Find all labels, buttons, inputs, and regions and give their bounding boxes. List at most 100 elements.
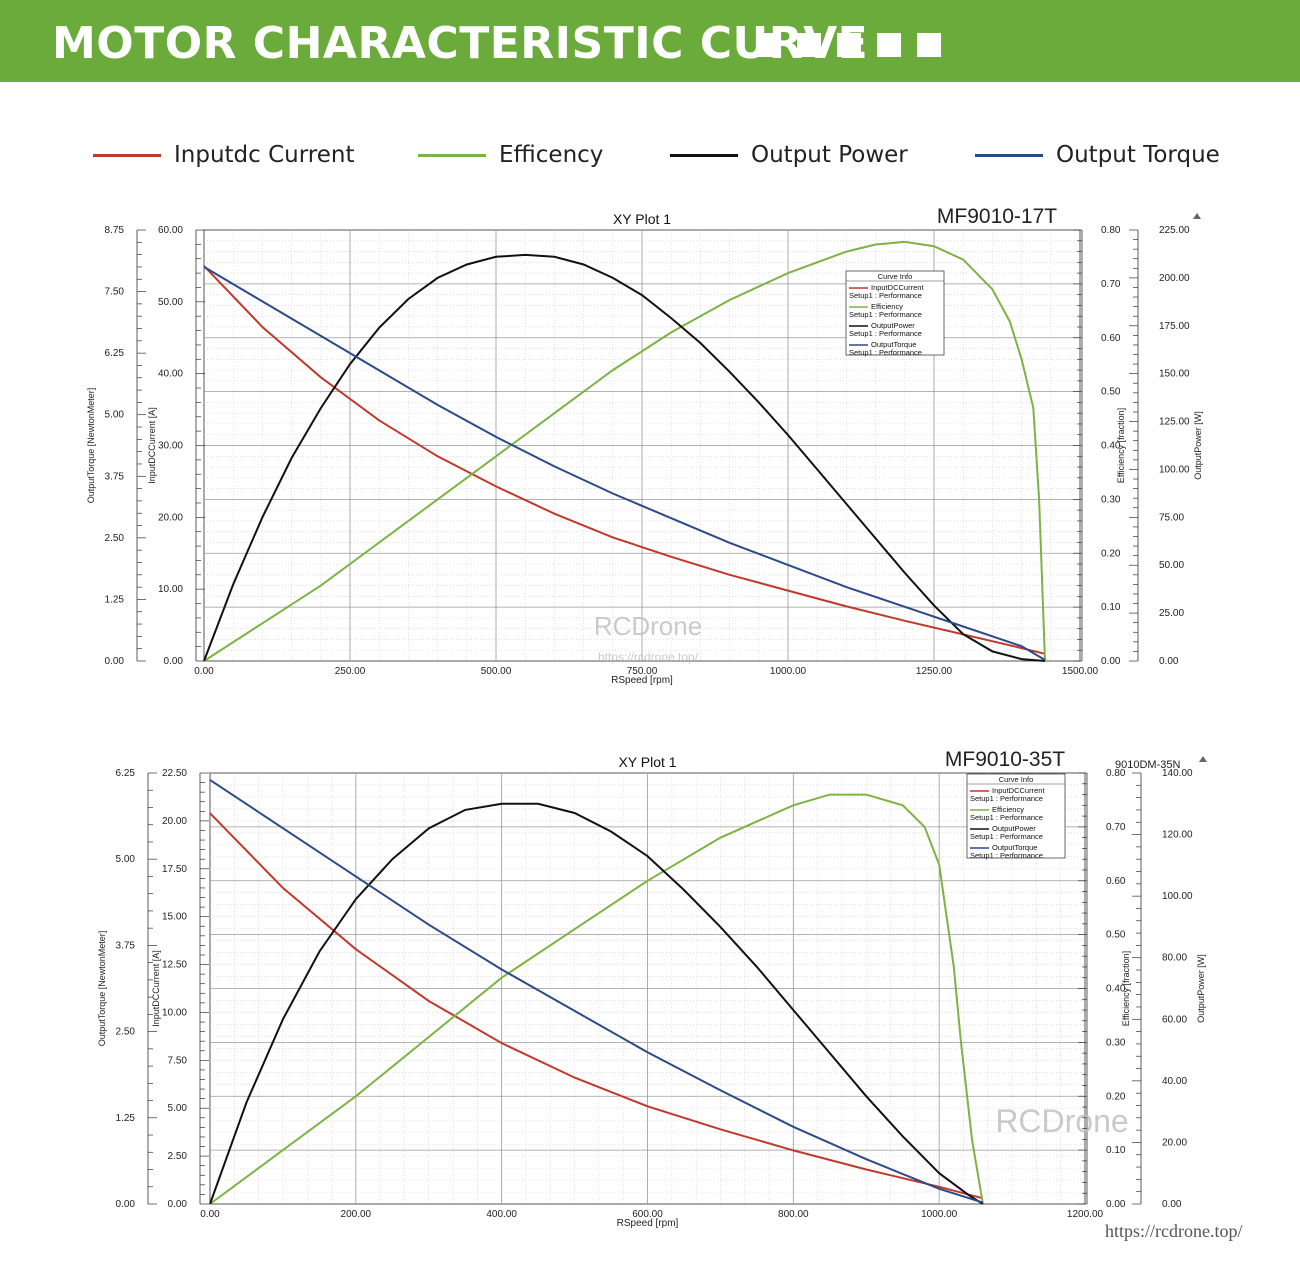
power-axis-label: OutputPower [W] (1193, 411, 1203, 480)
torque-tick-label: 0.00 (116, 1199, 136, 1210)
curve-info-box (966, 773, 1066, 859)
curve-info-sub: Setup1 : Performance (849, 291, 922, 300)
efficiency-tick-label: 0.00 (1101, 656, 1121, 667)
x-tick-label: 0.00 (194, 666, 214, 677)
efficiency-tick-label: 0.60 (1101, 333, 1121, 344)
torque-tick-label: 8.75 (105, 225, 125, 236)
series-line-outputtorque (209, 779, 984, 1204)
model-label: MF9010-17T (937, 205, 1057, 228)
current-tick-label: 2.50 (168, 1151, 188, 1162)
power-tick-label: 20.00 (1162, 1137, 1187, 1148)
x-tick-label: 750.00 (627, 666, 658, 677)
current-tick-label: 20.00 (158, 512, 183, 523)
curve-info-sub: Setup1 : Performance (970, 832, 1043, 841)
square-icon (837, 33, 861, 57)
current-tick-label: 0.00 (168, 1199, 188, 1210)
current-tick-label: 15.00 (162, 912, 187, 923)
legend-label: Output Torque (1056, 142, 1220, 168)
series-line-outputpower (203, 253, 1046, 662)
power-tick-label: 40.00 (1162, 1076, 1187, 1087)
power-tick-label: 100.00 (1159, 464, 1190, 475)
current-tick-label: 30.00 (158, 441, 183, 452)
efficiency-tick-label: 0.60 (1106, 876, 1126, 887)
current-axis-label: InputDCCurrent [A] (147, 407, 157, 484)
power-tick-label: 25.00 (1159, 608, 1184, 619)
curve-info-name: InputDCCurrent (992, 786, 1045, 795)
current-tick-label: 0.00 (164, 656, 184, 667)
chart-mf9010-35t: 0.00 200.00 400.00 600.00 800.00 1000.00 1200.… (97, 748, 1207, 1229)
page-title: MOTOR CHARACTERISTIC CURVE (52, 18, 869, 69)
power-tick-label: 150.00 (1159, 369, 1190, 380)
efficiency-tick-label: 0.50 (1101, 387, 1121, 398)
curve-info-name: OutputPower (992, 824, 1036, 833)
curve-info-sub: Setup1 : Performance (849, 348, 922, 357)
x-tick-label: 1000.00 (770, 666, 807, 677)
torque-tick-label: 5.00 (105, 410, 125, 421)
legend-item-power: Output Power (670, 140, 908, 170)
power-tick-label: 200.00 (1159, 273, 1190, 284)
chart-mf9010-17t: 0.00 250.00 500.00 750.00 1000.00 1250.00 1500… (86, 205, 1203, 686)
current-tick-label: 17.50 (162, 864, 187, 875)
series-line-inputdccurrent (203, 265, 1046, 655)
curve-info-sub: Setup1 : Performance (970, 851, 1043, 860)
efficiency-tick-label: 0.50 (1106, 930, 1126, 941)
x-tick-label: 400.00 (486, 1209, 517, 1220)
x-tick-label: 250.00 (335, 666, 366, 677)
legend-swatch (93, 153, 161, 157)
efficiency-tick-label: 0.10 (1101, 602, 1121, 613)
power-tick-label: 50.00 (1159, 560, 1184, 571)
curve-info-name: Efficiency (871, 302, 903, 311)
x-tick-label: 1200.00 (1067, 1209, 1104, 1220)
plot-title: XY Plot 1 (618, 754, 676, 770)
legend-label: Output Power (751, 142, 908, 168)
power-tick-label: 0.00 (1162, 1199, 1182, 1210)
series-line-outputtorque (203, 266, 1046, 661)
torque-axis-label: OutputTorque [NewtonMeter] (97, 931, 107, 1047)
footer-url: https://rcdrone.top/ (1105, 1221, 1243, 1241)
torque-axis-label: OutputTorque [NewtonMeter] (86, 388, 96, 504)
current-tick-label: 12.50 (162, 960, 187, 971)
series-line-efficiency (209, 793, 984, 1205)
efficiency-tick-label: 0.80 (1101, 225, 1121, 236)
curve-info-box (845, 270, 945, 356)
curve-info-sub: Setup1 : Performance (849, 329, 922, 338)
square-icon (797, 33, 821, 57)
curve-info-sub: Setup1 : Performance (849, 310, 922, 319)
power-tick-label: 80.00 (1162, 953, 1187, 964)
x-tick-label: 0.00 (200, 1209, 220, 1220)
power-tick-label: 125.00 (1159, 417, 1190, 428)
curve-info-name: OutputTorque (871, 340, 916, 349)
current-tick-label: 22.50 (162, 768, 187, 779)
efficiency-tick-label: 0.70 (1101, 279, 1121, 290)
triangle-icon (1193, 213, 1201, 219)
efficiency-axis-label: Efficiency [fraction] (1116, 408, 1126, 483)
power-tick-label: 60.00 (1162, 1014, 1187, 1025)
power-tick-label: 175.00 (1159, 321, 1190, 332)
square-icon (877, 33, 901, 57)
current-tick-label: 10.00 (162, 1007, 187, 1018)
efficiency-tick-label: 0.80 (1106, 768, 1126, 779)
power-tick-label: 120.00 (1162, 830, 1193, 841)
power-tick-label: 0.00 (1159, 656, 1179, 667)
watermark-text: RCDrone (594, 611, 702, 641)
legend-item-torque: Output Torque (975, 140, 1220, 170)
legend-label: Efficency (499, 142, 604, 168)
torque-tick-label: 5.00 (116, 854, 136, 865)
series-line-outputpower (209, 802, 984, 1205)
current-axis-label: InputDCCurrent [A] (151, 950, 161, 1027)
efficiency-tick-label: 0.20 (1106, 1091, 1126, 1102)
x-tick-label: 500.00 (481, 666, 512, 677)
efficiency-axis-label: Efficiency [fraction] (1121, 951, 1131, 1026)
power-tick-label: 75.00 (1159, 512, 1184, 523)
efficiency-tick-label: 0.20 (1101, 548, 1121, 559)
current-tick-label: 5.00 (168, 1103, 188, 1114)
x-tick-label: 1500.00 (1062, 666, 1099, 677)
legend-label: Inputdc Current (174, 142, 355, 168)
current-tick-label: 40.00 (158, 369, 183, 380)
efficiency-tick-label: 0.30 (1101, 494, 1121, 505)
x-axis-label: RSpeed [rpm] (617, 1218, 679, 1229)
curve-info-name: OutputPower (871, 321, 915, 330)
torque-tick-label: 0.00 (105, 656, 125, 667)
efficiency-tick-label: 0.10 (1106, 1145, 1126, 1156)
legend-item-current: Inputdc Current (93, 140, 355, 170)
